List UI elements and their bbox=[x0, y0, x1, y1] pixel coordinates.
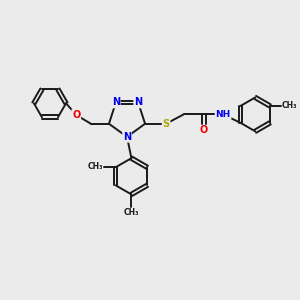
Text: N: N bbox=[134, 98, 142, 107]
Text: O: O bbox=[72, 110, 80, 120]
Text: CH₃: CH₃ bbox=[124, 208, 139, 217]
Text: CH₃: CH₃ bbox=[281, 101, 297, 110]
Text: CH₃: CH₃ bbox=[88, 162, 103, 171]
Text: NH: NH bbox=[215, 110, 231, 119]
Text: S: S bbox=[163, 119, 170, 129]
Text: N: N bbox=[112, 98, 120, 107]
Text: O: O bbox=[200, 125, 208, 136]
Text: N: N bbox=[123, 132, 131, 142]
